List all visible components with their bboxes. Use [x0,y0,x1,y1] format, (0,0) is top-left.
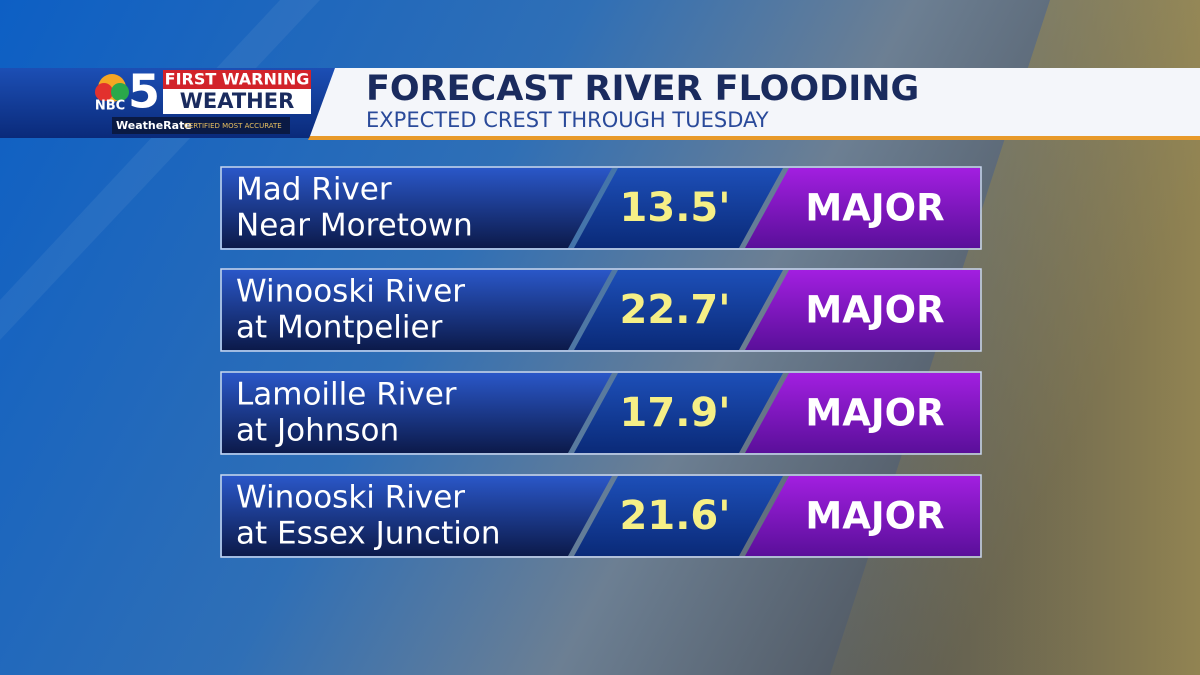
crest: 22.7' [620,287,731,333]
name-cell [222,270,612,350]
crest: 21.6' [620,493,731,539]
line2: WEATHER [180,89,295,113]
peacock [95,74,129,102]
crest: 17.9' [620,390,731,436]
crest: 13.5' [620,185,731,231]
name-cell [222,168,612,248]
crest-cell [574,168,783,248]
row-frame [220,474,982,558]
row-frame [220,166,982,250]
line1: FIRST WARNING [165,70,310,89]
header-underline [308,136,1200,140]
level-cell [745,476,980,556]
crest-cell [574,373,783,453]
network: NBC [95,99,125,114]
flood-level: MAJOR [805,392,944,435]
crest-cell [574,476,783,556]
river-name: at Montpelier [236,310,443,346]
header-band [310,68,1200,136]
river-name: Winooski River [236,480,465,516]
title: FORECAST RIVER FLOODING [366,69,919,109]
level-cell [745,168,980,248]
river-name: Winooski River [236,274,465,310]
flood-level: MAJOR [805,495,944,538]
crest-cell [574,270,783,350]
name-cell [222,373,612,453]
flood-level: MAJOR [805,187,944,230]
badge-note: CERTIFIED MOST ACCURATE [184,122,282,130]
subtitle: EXPECTED CREST THROUGH TUESDAY [366,108,769,132]
name-cell [222,476,612,556]
line2-box [163,89,311,114]
river-name: at Essex Junction [236,516,500,552]
level-cell [745,270,980,350]
row-frame [220,371,982,455]
flood-level: MAJOR [805,289,944,332]
level-cell [745,373,980,453]
badge-bar [112,117,290,134]
row-frame [220,268,982,352]
river-name: Lamoille River [236,377,457,413]
river-name: Near Moretown [236,208,473,244]
badge: WeatheRate [116,119,192,132]
line1-box [163,70,311,89]
river-name: Mad River [236,172,392,208]
river-name: at Johnson [236,413,399,449]
channel: 5 [128,65,160,119]
